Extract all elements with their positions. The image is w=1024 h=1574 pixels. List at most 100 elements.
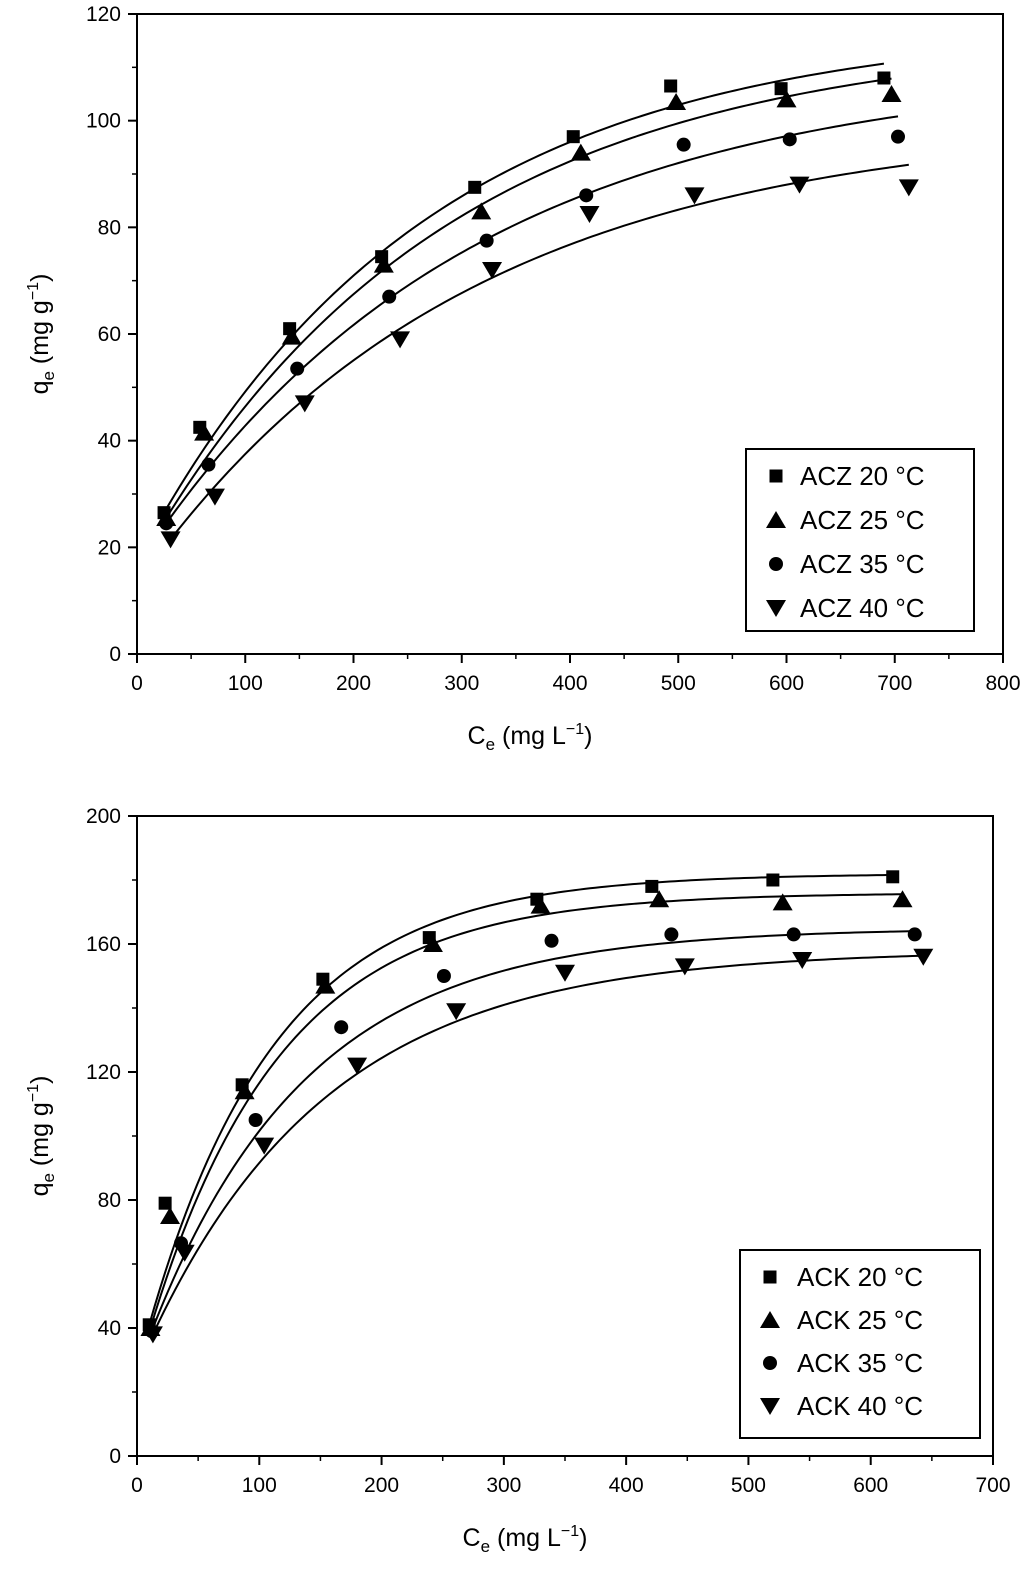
y-tick-label: 0 bbox=[109, 643, 121, 666]
fit-curves bbox=[163, 62, 909, 540]
data-point-series-4 bbox=[294, 395, 315, 413]
data-point-series-2 bbox=[373, 255, 394, 273]
x-tick-label: 400 bbox=[609, 1474, 644, 1497]
legend-marker-series-4 bbox=[766, 600, 786, 617]
y-tick-label: 160 bbox=[86, 933, 121, 956]
legend: ACZ 20 °C ACZ 25 °C ACZ 35 °C ACZ 40 °C bbox=[745, 448, 975, 632]
data-point-series-4 bbox=[579, 206, 600, 223]
data-point-series-3 bbox=[786, 927, 801, 942]
x-tick-label: 100 bbox=[242, 1474, 277, 1497]
data-point-series-2 bbox=[666, 93, 687, 110]
data-point-series-2 bbox=[530, 896, 551, 914]
x-tick-label: 300 bbox=[444, 672, 479, 695]
data-point-series-3 bbox=[479, 233, 494, 248]
data-point-series-3 bbox=[290, 361, 305, 376]
y-tick-label: 40 bbox=[98, 430, 121, 453]
legend-marker-series-3 bbox=[769, 557, 783, 571]
y-tick-label: 60 bbox=[98, 323, 121, 346]
legend-marker-series-2 bbox=[766, 511, 786, 528]
x-tick-label: 300 bbox=[486, 1474, 521, 1497]
y-tick-label: 40 bbox=[98, 1317, 121, 1340]
data-point-series-4 bbox=[684, 187, 705, 205]
x-tick-label: 600 bbox=[853, 1474, 888, 1497]
x-tick-label: 200 bbox=[364, 1474, 399, 1497]
x-axis-label: Ce (mg L−1) bbox=[468, 721, 593, 754]
data-point-series-1 bbox=[774, 82, 788, 96]
data-point-series-3 bbox=[676, 137, 691, 152]
data-point-series-4 bbox=[446, 1003, 467, 1021]
data-point-series-2 bbox=[194, 423, 215, 441]
y-axis-ticks: 0 20 40 60 80 100 120 bbox=[86, 3, 137, 666]
data-point-series-3 bbox=[664, 927, 679, 942]
data-point-series-2 bbox=[776, 90, 797, 108]
data-point-series-4 bbox=[160, 531, 181, 549]
y-tick-label: 120 bbox=[86, 3, 121, 26]
data-point-series-2 bbox=[234, 1082, 255, 1100]
data-point-series-1 bbox=[877, 71, 891, 85]
data-point-series-2 bbox=[649, 890, 670, 908]
legend-marker-series-3 bbox=[763, 1356, 777, 1370]
data-point-series-4 bbox=[913, 948, 934, 966]
y-tick-label: 120 bbox=[86, 1061, 121, 1084]
y-tick-label: 200 bbox=[86, 805, 121, 828]
y-tick-label: 0 bbox=[109, 1445, 121, 1468]
data-point-series-2 bbox=[881, 85, 902, 102]
data-point-series-3 bbox=[248, 1113, 263, 1127]
data-point-series-1 bbox=[645, 879, 659, 893]
data-point-series-1 bbox=[886, 870, 900, 884]
legend-label-series-4: ACK 40 °C bbox=[797, 1391, 923, 1421]
legend-label-series-1: ACK 20 °C bbox=[797, 1262, 923, 1292]
data-point-series-4 bbox=[347, 1057, 368, 1075]
data-point-series-3 bbox=[382, 289, 397, 304]
y-tick-label: 100 bbox=[86, 110, 121, 133]
x-axis-ticks: 0 100 200 300 400 500 600 700 bbox=[131, 1456, 1011, 1497]
x-tick-label: 600 bbox=[769, 672, 804, 695]
data-point-series-2 bbox=[160, 1207, 181, 1224]
x-tick-label: 400 bbox=[552, 672, 587, 695]
data-point-series-1 bbox=[468, 180, 482, 194]
data-point-series-2 bbox=[422, 935, 443, 952]
x-tick-label: 500 bbox=[731, 1474, 766, 1497]
fit-curve-series-2 bbox=[149, 893, 903, 1329]
x-tick-label: 0 bbox=[131, 1474, 143, 1497]
legend-label-series-2: ACZ 25 °C bbox=[800, 505, 925, 535]
x-tick-label: 700 bbox=[975, 1474, 1010, 1497]
legend-label-series-4: ACZ 40 °C bbox=[800, 593, 925, 623]
data-point-series-2 bbox=[570, 143, 591, 161]
data-points bbox=[156, 71, 919, 549]
data-point-series-3 bbox=[782, 132, 797, 147]
y-tick-label: 80 bbox=[98, 1189, 121, 1212]
fit-curve-series-2 bbox=[165, 77, 892, 519]
x-tick-label: 200 bbox=[336, 672, 371, 695]
data-point-series-3 bbox=[544, 933, 559, 948]
legend-marker-series-4 bbox=[760, 1398, 780, 1415]
data-point-series-2 bbox=[471, 202, 492, 220]
x-axis-label: Ce (mg L−1) bbox=[463, 1523, 588, 1556]
data-point-series-1 bbox=[158, 1196, 172, 1210]
y-axis-label: qe (mg g−1) bbox=[25, 1076, 58, 1197]
data-point-series-4 bbox=[555, 964, 575, 982]
data-point-series-3 bbox=[579, 188, 594, 203]
fit-curve-series-4 bbox=[169, 163, 909, 540]
data-point-series-4 bbox=[898, 179, 919, 197]
data-point-series-4 bbox=[254, 1137, 275, 1155]
legend-marker-series-2 bbox=[760, 1311, 780, 1328]
legend-label-series-3: ACK 35 °C bbox=[797, 1348, 923, 1378]
data-point-series-3 bbox=[159, 516, 174, 531]
data-point-series-2 bbox=[315, 976, 336, 994]
data-points bbox=[140, 870, 934, 1344]
y-tick-label: 80 bbox=[98, 216, 121, 239]
data-point-series-3 bbox=[334, 1020, 349, 1035]
fit-curve-series-1 bbox=[163, 62, 885, 514]
data-point-series-2 bbox=[281, 327, 302, 345]
legend-marker-series-1 bbox=[763, 1270, 777, 1284]
data-point-series-4 bbox=[789, 176, 810, 194]
data-point-series-4 bbox=[674, 958, 695, 976]
data-point-series-1 bbox=[566, 130, 580, 144]
x-tick-label: 800 bbox=[985, 672, 1020, 695]
data-point-series-3 bbox=[201, 457, 216, 472]
x-tick-label: 0 bbox=[131, 672, 143, 695]
data-point-series-2 bbox=[892, 890, 913, 908]
legend-marker-series-1 bbox=[769, 469, 783, 483]
